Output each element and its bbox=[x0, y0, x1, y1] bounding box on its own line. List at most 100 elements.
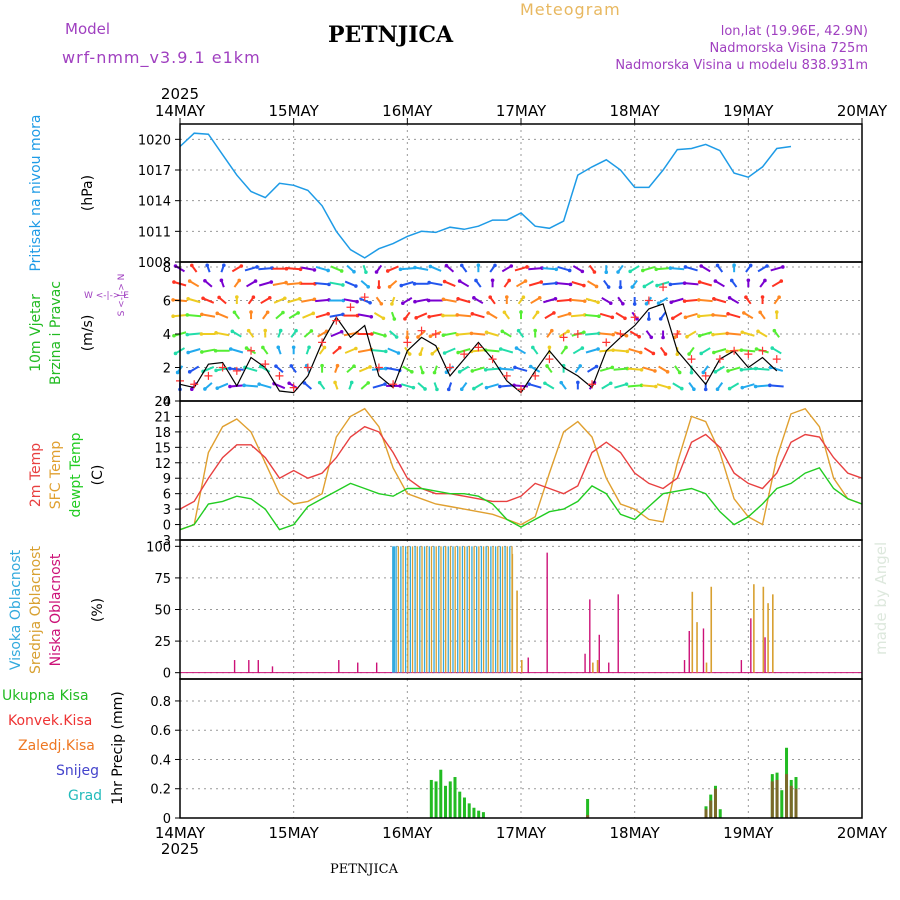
high-cloud-bar bbox=[452, 546, 454, 673]
wind-arrow-head bbox=[663, 352, 668, 356]
wind-arrow-head bbox=[781, 265, 785, 269]
gust-marker bbox=[275, 371, 284, 380]
wind-arrow-head bbox=[756, 329, 760, 334]
wind-arrow-head bbox=[263, 328, 268, 333]
wind-arrow bbox=[727, 366, 741, 372]
wind-arrow-head bbox=[559, 380, 564, 385]
wind-arrow-head bbox=[746, 278, 751, 283]
wind-arrow-head bbox=[459, 263, 464, 268]
cloud-unit: (%) bbox=[90, 598, 106, 622]
low-cloud-bar bbox=[257, 660, 259, 673]
y-tick-label: 0 bbox=[163, 667, 171, 682]
wind-arrow-head bbox=[711, 313, 715, 317]
wind-arrow bbox=[273, 297, 286, 304]
wind-arrow-head bbox=[685, 334, 689, 339]
lonlat-label: lon,lat (19.96E, 42.9N) bbox=[720, 24, 868, 39]
wind-arrow bbox=[472, 312, 485, 319]
mid-cloud-bar bbox=[445, 546, 447, 673]
wind-arrow-head bbox=[514, 346, 519, 350]
wind-arrow-head bbox=[687, 352, 691, 356]
wind-arrow-head bbox=[740, 330, 745, 335]
wind-arrow-head bbox=[713, 370, 718, 374]
mid-cloud-bar bbox=[421, 546, 423, 673]
wind-arrow-head bbox=[354, 284, 358, 288]
y-tick-label: 0.6 bbox=[150, 724, 171, 739]
y-tick-label: 24 bbox=[154, 395, 171, 410]
wind-arrow bbox=[244, 265, 258, 272]
gust-marker bbox=[261, 360, 270, 369]
wind-arrow-head bbox=[296, 311, 300, 315]
y-tick-label: 1011 bbox=[138, 225, 171, 240]
wind-arrow bbox=[514, 265, 528, 272]
conv-precip-bar bbox=[775, 779, 779, 818]
wind-arrow-head bbox=[368, 365, 372, 369]
wind-arrow bbox=[712, 332, 727, 336]
wind-compass-h: W <-|-> E bbox=[84, 291, 129, 301]
wind-arrow bbox=[485, 367, 500, 371]
wind-arrow bbox=[670, 267, 685, 271]
wind-arrow-head bbox=[171, 314, 175, 318]
precip-legend-item: Snijeg bbox=[56, 763, 99, 779]
wind-arrow bbox=[344, 347, 357, 354]
wind-arrow-head bbox=[369, 314, 374, 319]
wind-arrow bbox=[216, 312, 229, 319]
wind-arrow-head bbox=[606, 285, 611, 289]
wind-arrow bbox=[727, 332, 742, 336]
wind-arrow-head bbox=[251, 295, 256, 300]
wind-arrow-head bbox=[444, 263, 449, 268]
wind-arrow-head bbox=[768, 383, 772, 388]
wind-arrow-head bbox=[335, 363, 340, 368]
conv-precip-bar bbox=[704, 809, 708, 818]
mid-cloud-bar bbox=[762, 586, 765, 673]
wind-arrow-head bbox=[235, 295, 239, 299]
wind-arrow-head bbox=[232, 310, 237, 315]
wind-arrow bbox=[656, 267, 671, 271]
wind-arrow-head bbox=[777, 295, 781, 300]
wind-arrow-head bbox=[426, 298, 431, 303]
wind-arrow bbox=[230, 348, 244, 354]
wind-arrow-head bbox=[665, 370, 670, 374]
y-tick-label: 4 bbox=[163, 328, 171, 343]
wind-arrow-head bbox=[697, 298, 701, 302]
low-cloud-bar bbox=[248, 660, 250, 673]
wind-arrow-head bbox=[420, 370, 425, 375]
wind-arrow-head bbox=[610, 365, 615, 370]
wind-arrow-head bbox=[516, 328, 521, 333]
y-tick-label: 0 bbox=[163, 519, 171, 534]
high-cloud-bar bbox=[433, 546, 435, 673]
wind-arrow-head bbox=[354, 346, 358, 351]
wind-arrow-head bbox=[644, 302, 649, 306]
wind-arrow-head bbox=[727, 386, 732, 391]
gust-marker bbox=[588, 380, 597, 389]
wind-arrow-head bbox=[484, 385, 489, 390]
wind-arrow-head bbox=[214, 368, 218, 373]
wind-arrow bbox=[187, 297, 201, 304]
mid-cloud-bar bbox=[506, 546, 508, 673]
wind-arrow-head bbox=[427, 280, 431, 285]
low-cloud-bar bbox=[688, 630, 690, 673]
temp-unit: (C) bbox=[90, 465, 106, 486]
wind-arrow-head bbox=[504, 295, 509, 299]
wind-arrow-head bbox=[383, 333, 387, 338]
wind-arrow-head bbox=[368, 300, 372, 305]
mid-cloud-bar bbox=[449, 546, 452, 673]
wind-arrow-head bbox=[675, 352, 680, 357]
meteogram-label: Meteogram bbox=[520, 0, 621, 19]
wind-arrow bbox=[486, 331, 499, 337]
wind-arrow-head bbox=[377, 285, 381, 290]
wind-arrow-head bbox=[274, 364, 278, 368]
panel-frame bbox=[179, 678, 863, 819]
wind-arrow bbox=[713, 348, 727, 354]
precip-legend-item: Grad bbox=[68, 788, 102, 804]
wind-arrow-head bbox=[456, 296, 460, 301]
wind-arrow bbox=[770, 265, 784, 272]
pressure-line bbox=[179, 132, 792, 259]
wind-arrow-head bbox=[765, 264, 769, 268]
high-cloud-bar bbox=[499, 546, 501, 673]
low-cloud-bar bbox=[608, 662, 610, 673]
wind-arrow-head bbox=[610, 315, 615, 320]
wind-arrow-head bbox=[502, 310, 507, 315]
gust-marker bbox=[303, 363, 312, 372]
total-precip-bar bbox=[586, 798, 590, 818]
mid-cloud-bar bbox=[705, 662, 708, 673]
